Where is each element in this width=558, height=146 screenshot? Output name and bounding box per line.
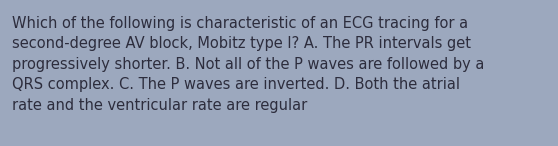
Text: Which of the following is characteristic of an ECG tracing for a
second-degree A: Which of the following is characteristic…	[12, 16, 484, 113]
